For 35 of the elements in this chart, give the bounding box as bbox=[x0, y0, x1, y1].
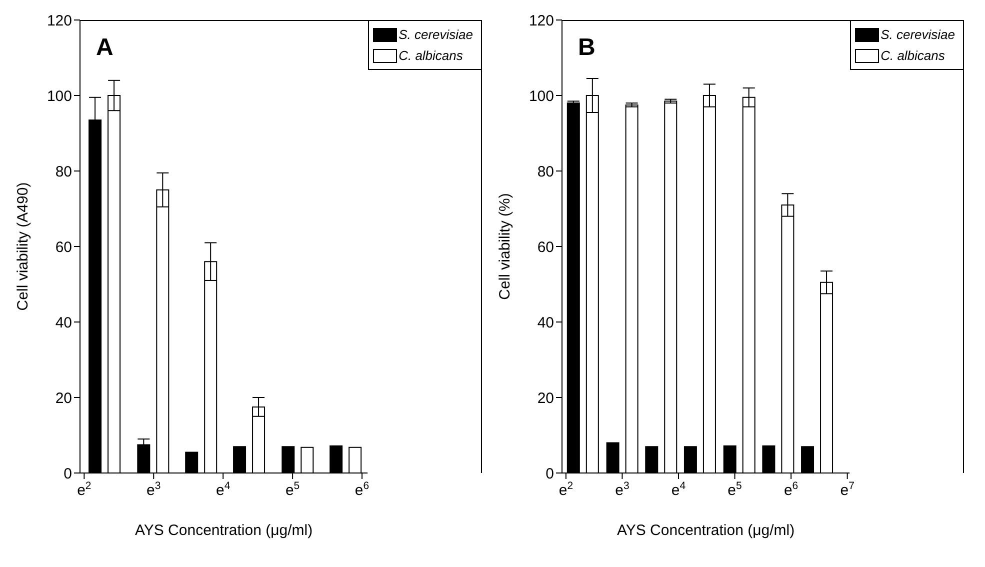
y-tick-label: 0 bbox=[546, 465, 554, 482]
x-tick-label: e$^{7}$ bbox=[840, 480, 855, 499]
x-axis-title: AYS Concentration (μg/ml) bbox=[616, 522, 795, 539]
x-axis-title: AYS Concentration (μg/ml) bbox=[134, 522, 313, 539]
x-tick-label: e$^{3}$ bbox=[615, 480, 630, 499]
annotation: A bbox=[96, 34, 114, 62]
x-tick-label: e$^{2}$ bbox=[558, 480, 574, 499]
x-tick-label: e$^{6}$ bbox=[784, 480, 798, 499]
x-tick-label: e$^{5}$ bbox=[285, 480, 300, 499]
y-tick-label: 20 bbox=[55, 390, 72, 407]
legend-label: C. albicans bbox=[398, 48, 463, 63]
y-tick-label: 20 bbox=[537, 390, 554, 407]
y-tick-label: 120 bbox=[46, 12, 72, 30]
x-tick-label: e$^{3}$ bbox=[146, 480, 161, 499]
legend-label: S. cerevisiae bbox=[398, 27, 473, 42]
y-tick-label: 60 bbox=[537, 238, 554, 256]
x-tick-label: e$^{4}$ bbox=[671, 480, 686, 499]
legend-label: C. albicans bbox=[880, 48, 945, 63]
x-tick-label: e$^{2}$ bbox=[77, 480, 92, 499]
x-tick-label: e$^{5}$ bbox=[728, 480, 742, 499]
annotation: B bbox=[578, 34, 596, 62]
legend-label: S. cerevisiae bbox=[880, 27, 955, 42]
y-tick-label: 100 bbox=[46, 88, 72, 105]
y-tick-label: 0 bbox=[64, 465, 72, 482]
x-tick-label: e$^{4}$ bbox=[216, 480, 230, 499]
y-tick-label: 80 bbox=[55, 163, 72, 180]
y-tick-label: 40 bbox=[537, 314, 554, 332]
y-axis-title: Cell viability (A490) bbox=[14, 182, 32, 311]
y-axis-title: Cell viability (%) bbox=[496, 193, 514, 300]
y-tick-label: 40 bbox=[55, 314, 72, 332]
y-tick-label: 60 bbox=[55, 238, 72, 256]
x-tick-label: e$^{6}$ bbox=[354, 480, 370, 499]
y-tick-label: 80 bbox=[537, 163, 554, 180]
y-tick-label: 120 bbox=[528, 12, 554, 30]
y-tick-label: 100 bbox=[528, 88, 554, 105]
